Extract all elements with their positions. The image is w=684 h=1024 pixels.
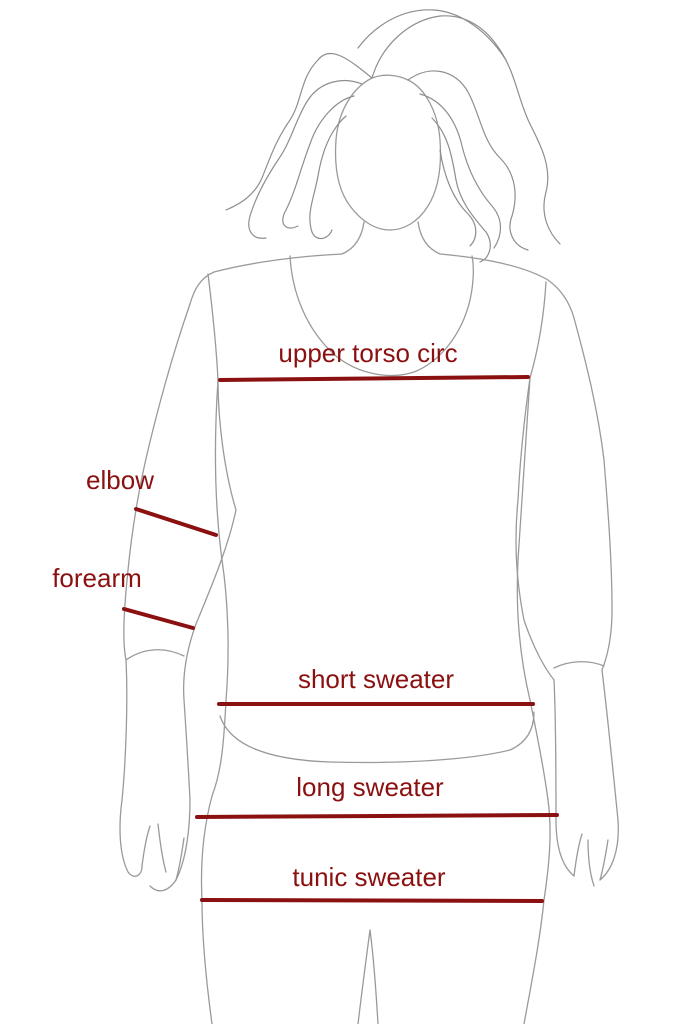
forearm-label: forearm <box>52 563 142 593</box>
left-hand-fingers <box>141 823 185 881</box>
long-sweater-line <box>195 813 559 819</box>
upper-torso-label: upper torso circ <box>278 338 457 368</box>
short-sweater-label: short sweater <box>298 664 454 694</box>
left-arm-outer <box>119 303 191 877</box>
left-armhole-seam <box>207 273 219 381</box>
top-hem <box>219 711 535 764</box>
left-arm-inner <box>149 379 237 892</box>
inner-legs <box>357 929 379 1024</box>
elbow-label: elbow <box>86 465 154 495</box>
measurement-lines <box>122 375 559 903</box>
neckline <box>289 255 474 377</box>
upper-torso-line <box>218 375 530 382</box>
right-cuff <box>553 661 605 669</box>
face-outline <box>334 74 442 231</box>
right-arm-outer <box>573 317 619 881</box>
torso-left-side <box>200 379 229 901</box>
left-cuff <box>125 649 185 661</box>
left-leg <box>201 899 213 1024</box>
torso-right-side <box>516 377 551 901</box>
measurement-labels: upper torso circ elbow forearm short swe… <box>52 338 457 892</box>
right-hand-fingers <box>573 833 609 887</box>
hair <box>225 9 561 263</box>
tunic-sweater-line <box>200 898 544 903</box>
forearm-line <box>122 607 195 630</box>
left-shoulder <box>189 253 343 305</box>
figure-outline <box>119 9 619 1024</box>
long-sweater-label: long sweater <box>296 772 444 802</box>
tunic-sweater-label: tunic sweater <box>292 862 446 892</box>
right-shoulder <box>439 253 575 319</box>
elbow-line <box>134 507 218 537</box>
neck-left <box>341 221 365 255</box>
neck-right <box>417 221 441 255</box>
right-leg <box>523 899 545 1024</box>
right-armhole-seam <box>529 281 547 379</box>
right-arm-inner <box>515 377 575 877</box>
